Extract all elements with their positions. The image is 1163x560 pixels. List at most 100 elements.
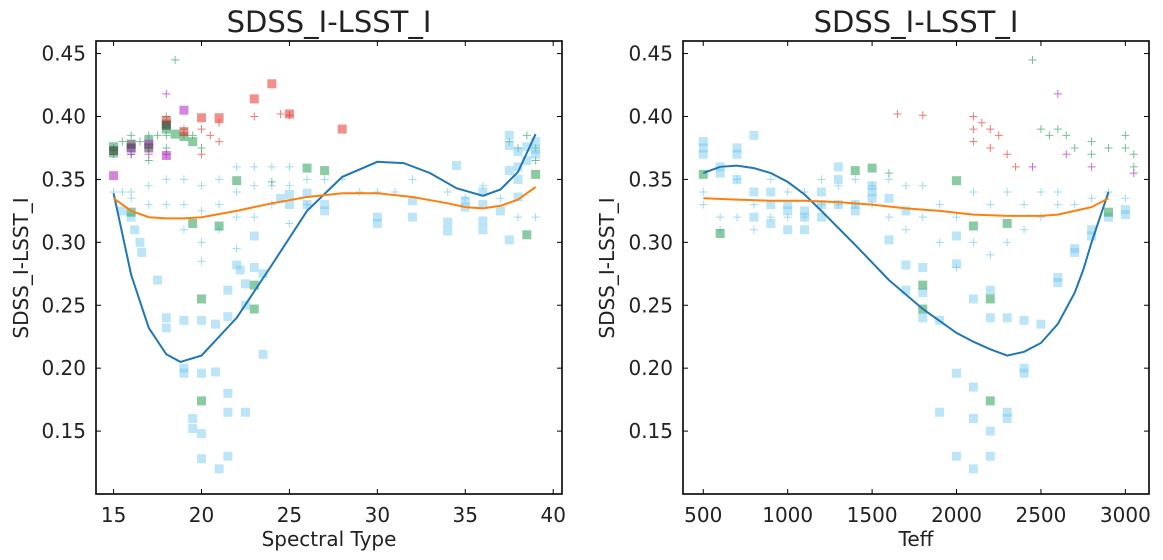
x-tick-label: 2500 (1015, 503, 1066, 527)
plus-point (162, 175, 171, 184)
plus-point (197, 206, 206, 215)
plus-point (408, 175, 417, 184)
plus-point (179, 200, 188, 209)
square-point (495, 206, 505, 216)
square-point (223, 388, 233, 398)
plus-point (749, 225, 758, 234)
plus-point (285, 219, 294, 228)
square-point (197, 396, 207, 406)
plus-point (986, 143, 995, 152)
plus-point (179, 175, 188, 184)
square-point (522, 230, 532, 240)
plus-point (285, 181, 294, 190)
plus-point (1053, 125, 1062, 134)
square-point (223, 407, 233, 417)
x-tick-label: 30 (365, 503, 390, 527)
plus-point (1121, 131, 1130, 140)
square-point (816, 200, 826, 210)
square-point (884, 193, 894, 203)
plus-point (531, 143, 540, 152)
square-point (504, 140, 514, 150)
plus-point (918, 213, 927, 222)
plus-point (834, 181, 843, 190)
fit-curve-blue (112, 133, 537, 363)
plus-point (1028, 162, 1037, 171)
square-point (1002, 407, 1012, 417)
x-tick-label: 15 (101, 503, 126, 527)
plus-point (478, 181, 487, 190)
square-point (320, 206, 330, 216)
plus-point (1087, 150, 1096, 159)
square-point (1120, 205, 1130, 215)
square-point (372, 218, 382, 228)
square-point (968, 221, 978, 231)
square-point (884, 235, 894, 245)
square-point (1120, 210, 1130, 220)
plus-point (267, 162, 276, 171)
square-point (161, 115, 171, 125)
y-tick-label: 0.35 (41, 167, 86, 191)
square-point (1103, 207, 1113, 217)
plus-point (276, 109, 285, 118)
square-point (249, 280, 259, 290)
square-point (952, 259, 962, 269)
plus-point (952, 263, 961, 272)
plus-point (1053, 89, 1062, 98)
plus-point (1129, 150, 1138, 159)
plus-point (884, 169, 893, 178)
square-point (320, 166, 330, 176)
square-point (850, 200, 860, 210)
plus-point (918, 181, 927, 190)
square-point (478, 225, 488, 235)
square-point (179, 368, 189, 378)
square-point (800, 225, 810, 235)
plus-point (1087, 194, 1096, 203)
plus-point (118, 137, 127, 146)
square-point (698, 149, 708, 159)
square-point (513, 174, 523, 184)
square-point (161, 313, 171, 323)
plus-point (969, 238, 978, 247)
square-point (783, 200, 793, 210)
plus-point (1003, 238, 1012, 247)
square-point (249, 263, 259, 272)
plus-point (215, 137, 224, 146)
plus-point (1053, 200, 1062, 209)
square-point (1036, 319, 1046, 329)
plus-point (505, 137, 514, 146)
plus-point (851, 200, 860, 209)
plus-point (1036, 188, 1045, 196)
plus-point (969, 188, 978, 196)
square-point (698, 169, 708, 179)
fit-curve-orange (703, 197, 1109, 217)
square-point (698, 143, 708, 153)
plus-point (1129, 169, 1138, 178)
square-point (968, 464, 978, 474)
plus-point (1011, 162, 1020, 171)
square-point (867, 193, 877, 203)
plus-point (1036, 213, 1045, 222)
plus-point (162, 200, 171, 209)
square-point (214, 221, 224, 231)
square-point (161, 151, 171, 161)
plus-point (1020, 225, 1029, 234)
plus-point (783, 188, 792, 196)
plus-point (800, 213, 809, 222)
plus-point (250, 162, 259, 171)
square-point (302, 200, 312, 210)
square-point (1002, 414, 1012, 423)
square-point (188, 137, 198, 147)
plus-point (531, 156, 540, 165)
square-point (126, 207, 136, 217)
x-tick-label: 500 (684, 503, 722, 527)
square-point (302, 163, 312, 173)
x-tick-label: 25 (277, 503, 302, 527)
square-point (968, 294, 978, 304)
square-point (135, 237, 145, 247)
square-point (918, 280, 928, 290)
plus-point (1003, 188, 1012, 196)
y-tick-label: 0.45 (628, 42, 673, 66)
square-point (968, 414, 978, 423)
square-point (766, 187, 776, 197)
plus-point (766, 175, 775, 184)
